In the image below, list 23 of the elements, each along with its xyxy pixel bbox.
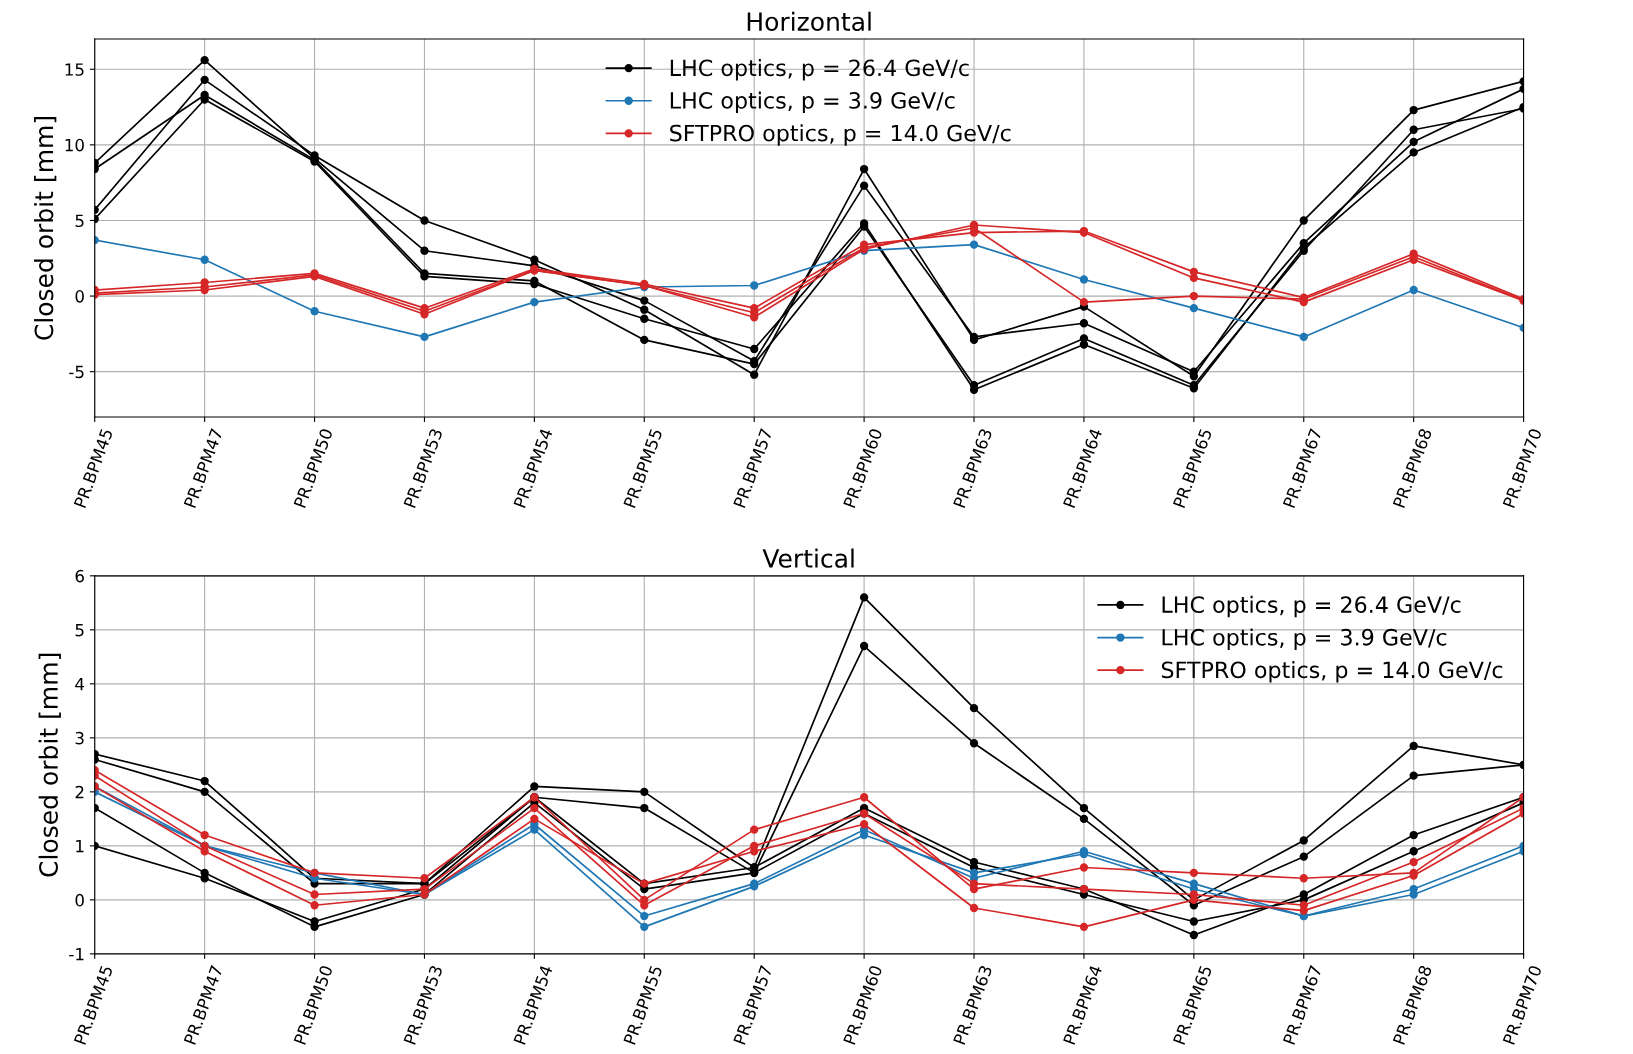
y-tick-label: 1 — [76, 840, 84, 853]
y-axis-title: Closed orbit [mm] — [38, 653, 61, 877]
y-tick-label: 6 — [75, 569, 84, 583]
y-tick-label: -5 — [69, 365, 84, 379]
y-axis-title: Closed orbit [mm] — [34, 117, 57, 340]
legend-label: LHC optics, p = 3.9 GeV/c — [1162, 628, 1447, 650]
y-tick-label: 3 — [75, 731, 84, 745]
y-tick-label: -1 — [69, 948, 84, 961]
y-tick-label: 10 — [65, 138, 84, 152]
y-tick-label: 4 — [75, 678, 85, 691]
y-tick-label: 2 — [75, 785, 84, 799]
legend-label: SFTPRO optics, p = 14.0 GeV/c — [670, 124, 1011, 146]
chart-title: Vertical — [762, 548, 854, 568]
legend-label: SFTPRO optics, p = 14.0 GeV/c — [1161, 661, 1503, 683]
y-tick-label: 0 — [75, 893, 84, 907]
legend-label: LHC optics, p = 26.4 GeV/c — [670, 59, 969, 81]
y-tick-label: 5 — [75, 214, 84, 228]
y-tick-label: 5 — [75, 624, 84, 637]
legend-label: LHC optics, p = 26.4 GeV/c — [1162, 595, 1461, 618]
chart-title: Horizontal — [747, 11, 871, 32]
legend-label: LHC optics, p = 3.9 GeV/c — [670, 91, 955, 114]
y-tick-label: 15 — [65, 63, 84, 76]
y-tick-label: 0 — [75, 290, 84, 303]
